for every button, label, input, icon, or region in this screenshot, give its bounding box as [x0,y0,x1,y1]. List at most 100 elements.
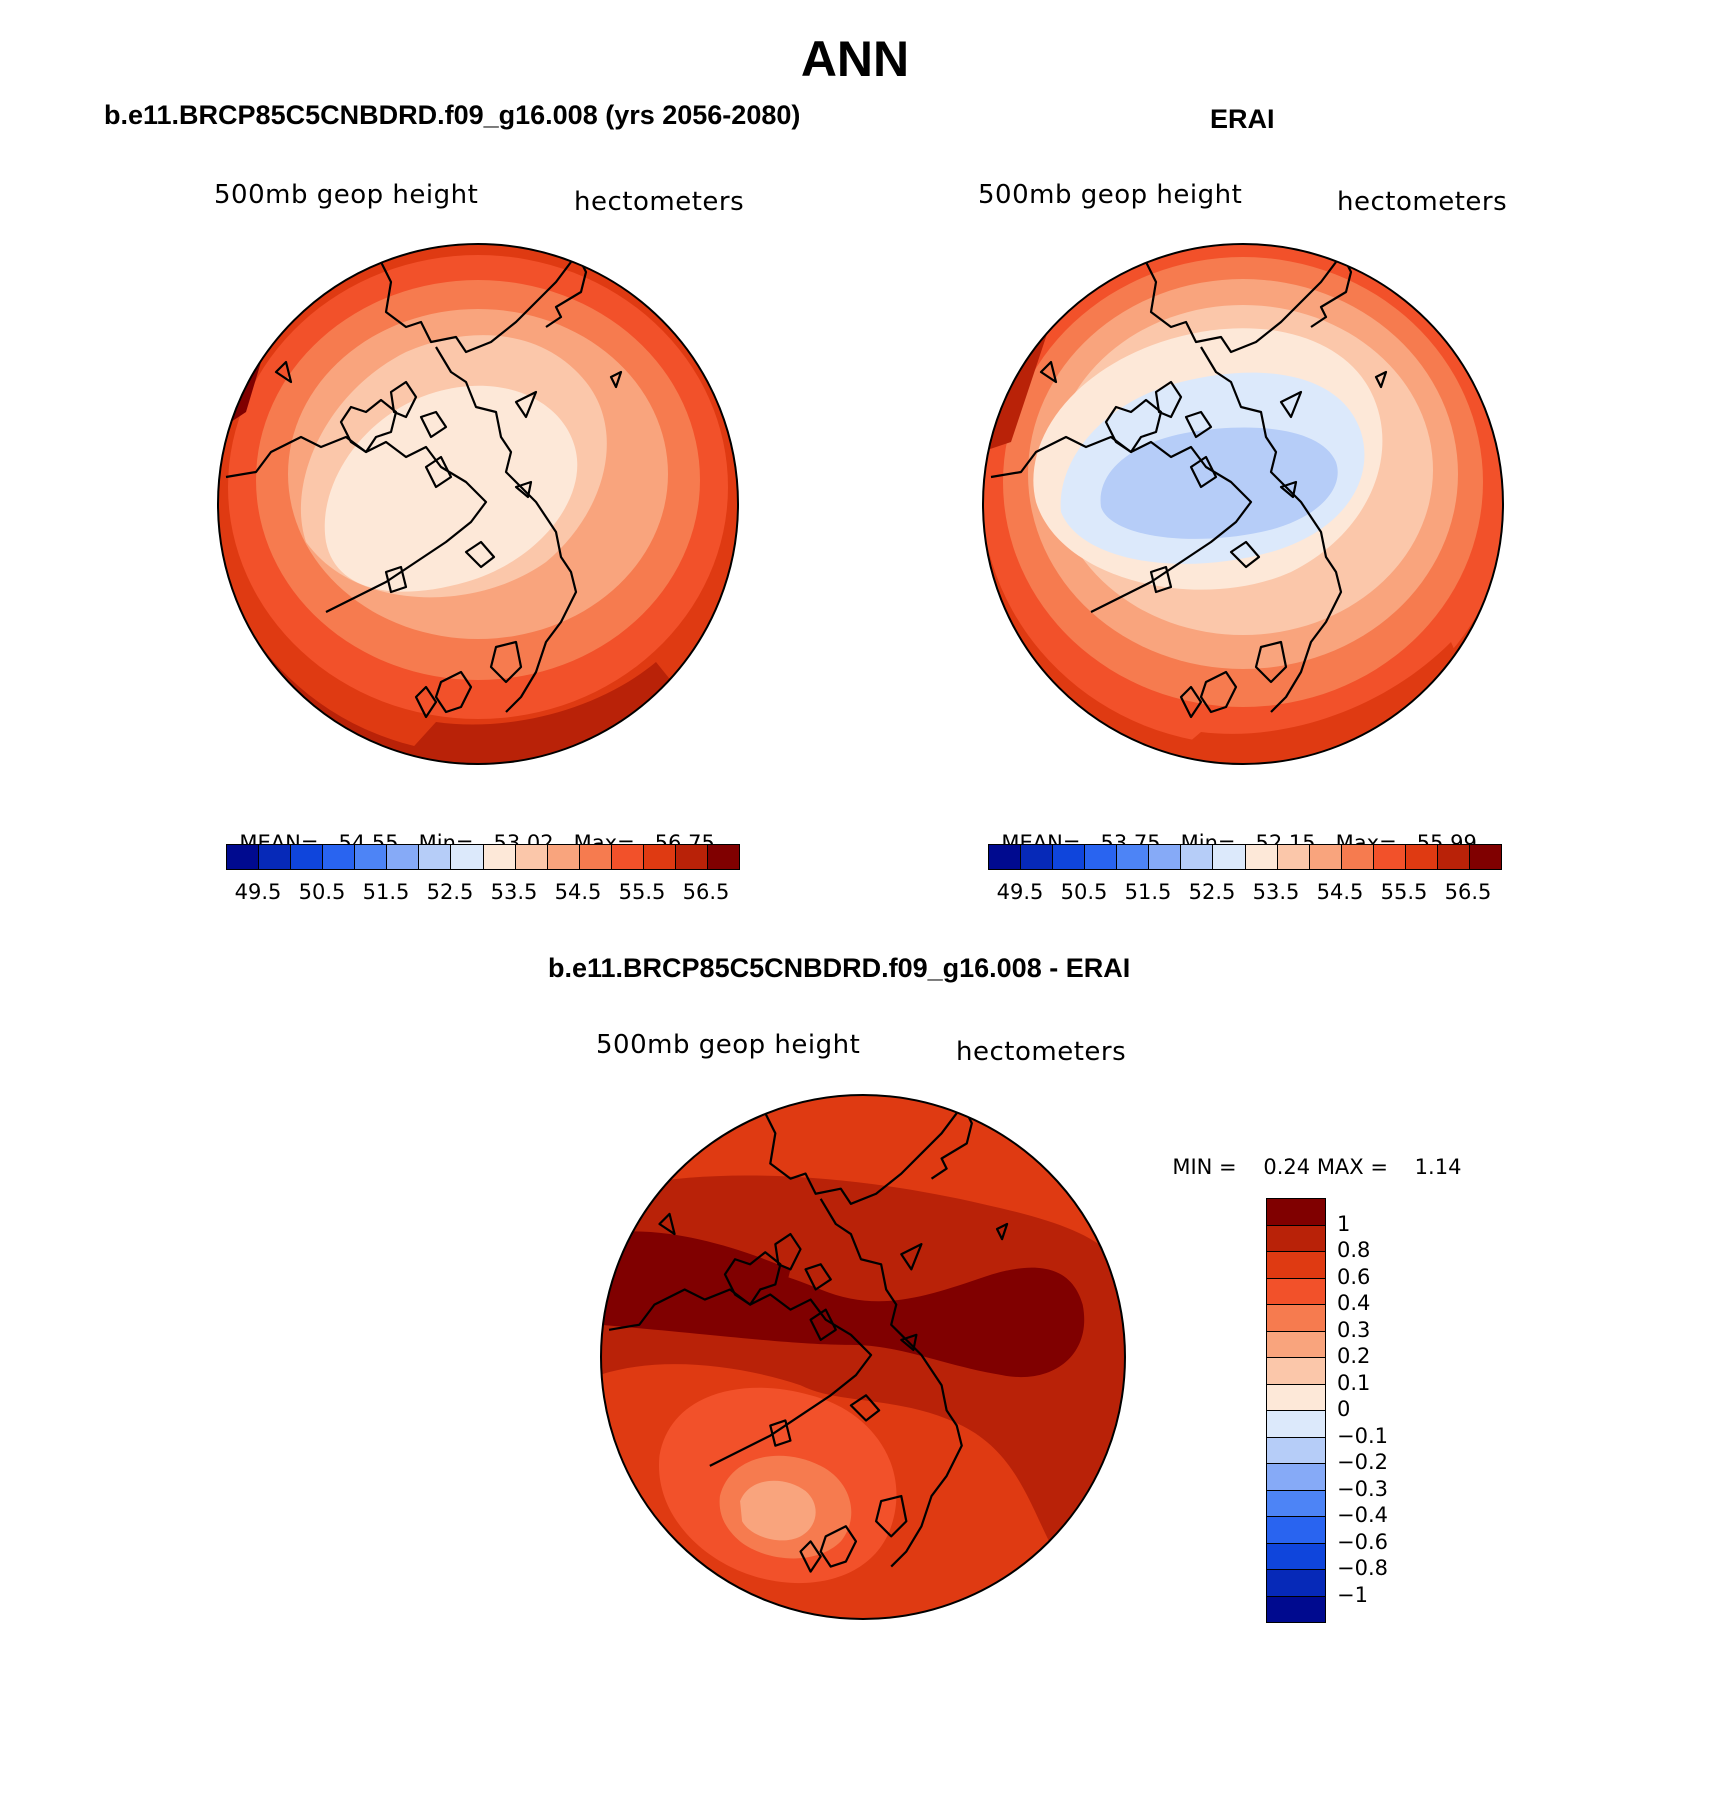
colorbar-swatch [1373,845,1406,869]
colorbar-swatch [1267,1411,1325,1438]
colorbar-swatch [1267,1331,1325,1358]
left-polar-map [217,243,739,765]
colorbar-tick-label: −0.1 [1337,1423,1388,1448]
colorbar-swatch [1469,845,1501,869]
colorbar-swatch [1021,845,1054,869]
colorbar-tick-label: 49.5 [234,880,282,904]
colorbar-tick-label: −0.3 [1337,1476,1388,1501]
right-colorbar [988,844,1502,870]
right-units-label: hectometers [1337,187,1508,217]
colorbar-swatch [291,845,324,869]
colorbar-tick-label: 0 [1337,1397,1351,1421]
diff-min-value: 0.24 [1263,1155,1311,1179]
right-coastlines [990,251,1388,719]
colorbar-swatch [1267,1225,1325,1252]
colorbar-tick-label: 56.5 [682,880,730,904]
colorbar-tick-label: 53.5 [1252,880,1300,904]
colorbar-swatch [323,845,356,869]
left-panel-title: b.e11.BRCP85C5CNBDRD.f09_g16.008 (yrs 20… [104,100,801,130]
colorbar-swatch [989,845,1022,869]
colorbar-swatch [675,845,708,869]
colorbar-tick-label: −0.6 [1337,1529,1388,1554]
left-variable-label: 500mb geop height [214,180,479,210]
colorbar-tick-label: 52.5 [426,880,474,904]
colorbar-tick-label: 0.1 [1337,1370,1371,1395]
right-polar-map [982,243,1504,765]
left-colorbar-ticks: 49.5 50.5 51.5 52.5 53.5 54.5 55.5 56.5 [226,880,738,906]
colorbar-tick-label: 0.4 [1337,1291,1371,1315]
diff-max-value: 1.14 [1414,1155,1462,1179]
colorbar-tick-label: −0.4 [1337,1503,1388,1527]
colorbar-swatch [515,845,548,869]
colorbar-swatch [1267,1199,1325,1226]
diff-stats: MIN = 0.24 MAX = 1.14 [1159,1131,1461,1179]
colorbar-tick-label: 1 [1337,1211,1351,1236]
colorbar-swatch [1267,1517,1325,1544]
colorbar-swatch [1181,845,1214,869]
colorbar-swatch [579,845,612,869]
colorbar-tick-label: 50.5 [298,880,346,904]
colorbar-tick-label: 55.5 [618,880,666,904]
left-units-label: hectometers [574,187,745,217]
colorbar-swatch [1277,845,1310,869]
colorbar-swatch [547,845,580,869]
left-coastlines [225,251,623,719]
colorbar-swatch [1267,1596,1325,1622]
diff-variable-label: 500mb geop height [596,1030,861,1060]
diff-colorbar [1266,1198,1326,1623]
right-panel-title: ERAI [1210,104,1275,134]
colorbar-swatch [707,845,739,869]
colorbar-swatch [1405,845,1438,869]
colorbar-tick-label: 0.6 [1337,1264,1371,1289]
colorbar-tick-label: 56.5 [1444,880,1492,904]
colorbar-swatch [419,845,452,869]
colorbar-swatch [1267,1464,1325,1491]
colorbar-swatch [451,845,484,869]
colorbar-swatch [355,845,388,869]
colorbar-swatch [1149,845,1182,869]
diff-colorbar-ticks: 1 0.8 0.6 0.4 0.3 0.2 0.1 0 −0.1 −0.2 −0.3 −0.4 −0.6… [1337,1198,1457,1618]
colorbar-tick-label: 51.5 [362,880,410,904]
colorbar-swatch [1267,1570,1325,1597]
right-colorbar-ticks: 49.5 50.5 51.5 52.5 53.5 54.5 55.5 56.5 [988,880,1500,906]
colorbar-tick-label: 0.8 [1337,1238,1371,1262]
colorbar-tick-label: 55.5 [1380,880,1428,904]
diff-units-label: hectometers [956,1037,1127,1067]
diff-min-label: MIN = [1172,1155,1237,1179]
colorbar-tick-label: −1 [1337,1582,1368,1607]
diff-max-label: MAX = [1316,1155,1388,1179]
colorbar-tick-label: 54.5 [1316,880,1364,904]
main-title: ANN [800,31,910,87]
colorbar-swatch [643,845,676,869]
colorbar-tick-label: 0.2 [1337,1344,1371,1368]
right-variable-label: 500mb geop height [978,180,1243,210]
colorbar-swatch [1267,1278,1325,1305]
colorbar-tick-label: 54.5 [554,880,602,904]
colorbar-swatch [259,845,292,869]
colorbar-swatch [387,845,420,869]
colorbar-swatch [1267,1543,1325,1570]
colorbar-tick-label: −0.2 [1337,1450,1388,1474]
colorbar-swatch [1267,1252,1325,1279]
colorbar-swatch [1309,845,1342,869]
colorbar-swatch [1267,1305,1325,1332]
colorbar-swatch [1053,845,1086,869]
colorbar-tick-label: −0.8 [1337,1556,1388,1580]
colorbar-tick-label: 50.5 [1060,880,1108,904]
left-colorbar [226,844,740,870]
colorbar-swatch [1341,845,1374,869]
colorbar-swatch [1085,845,1118,869]
colorbar-swatch [1437,845,1470,869]
colorbar-tick-label: 49.5 [996,880,1044,904]
colorbar-tick-label: 52.5 [1188,880,1236,904]
colorbar-swatch [227,845,260,869]
colorbar-swatch [1213,845,1246,869]
colorbar-swatch [1267,1437,1325,1464]
colorbar-tick-label: 53.5 [490,880,538,904]
colorbar-swatch [483,845,516,869]
diff-panel-title: b.e11.BRCP85C5CNBDRD.f09_g16.008 - ERAI [548,953,1131,983]
diff-polar-map [600,1094,1126,1620]
colorbar-swatch [1267,1358,1325,1385]
diff-coastlines [608,1102,1009,1573]
colorbar-tick-label: 0.3 [1337,1317,1371,1342]
